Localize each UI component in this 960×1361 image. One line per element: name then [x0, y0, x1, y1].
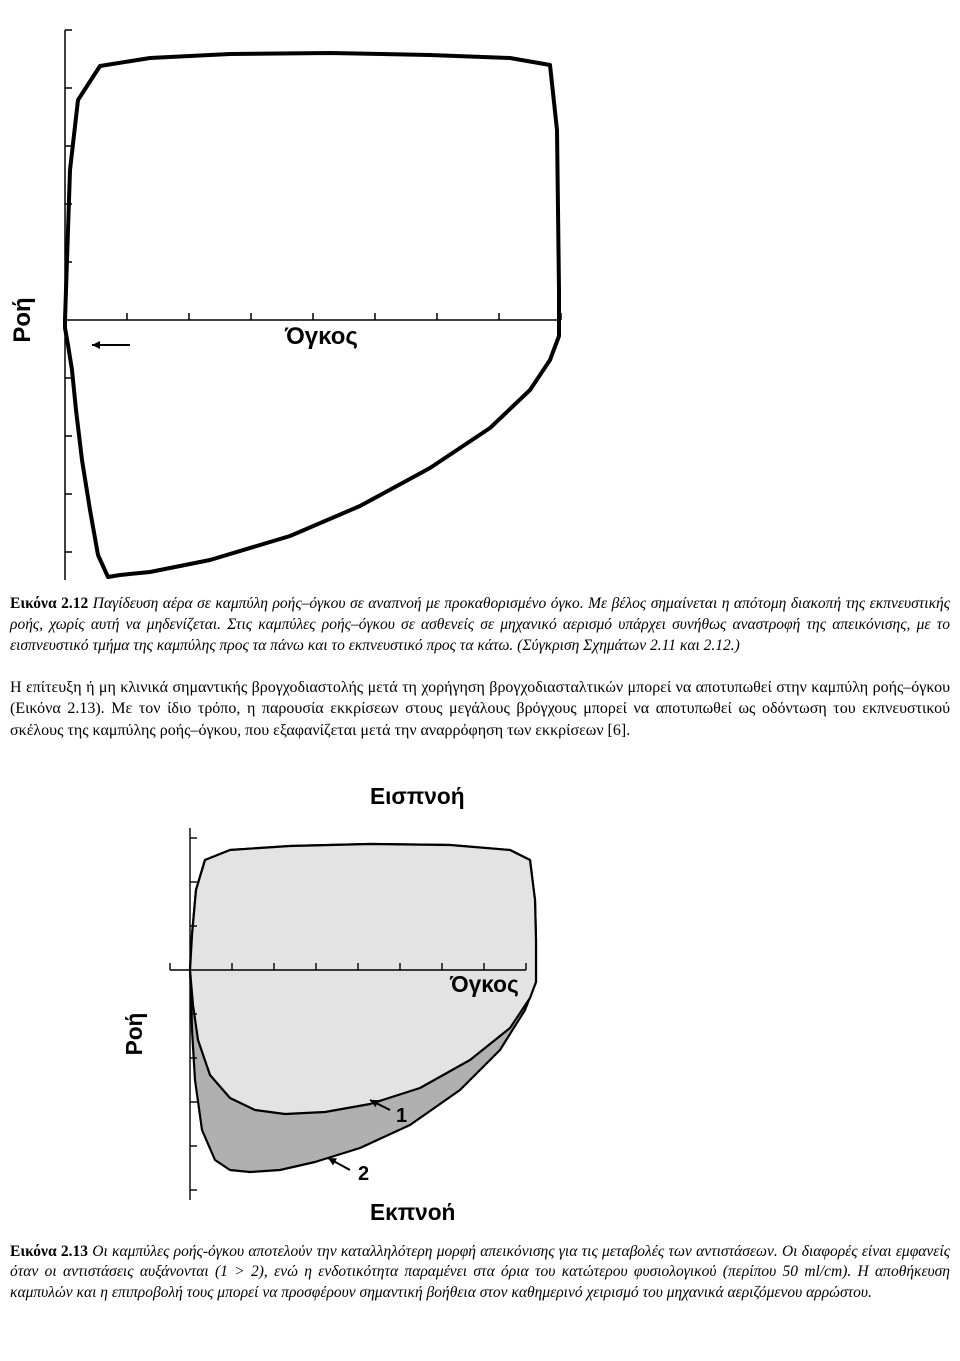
figure-2-13: 1 2 Ροή Όγκος Εισπνοή Εκπνοή: [70, 760, 950, 1220]
figure-2-13-inhale-label: Εισπνοή: [370, 783, 465, 809]
caption-2-13: Εικόνα 2.13 Οι καμπύλες ροής-όγκου αποτε…: [10, 1242, 950, 1305]
caption-2-13-lead: Εικόνα 2.13: [10, 1243, 88, 1260]
paragraph-bronchodilation: Η επίτευξη ή μη κλινικά σημαντικής βρογχ…: [10, 677, 950, 742]
figure-2-12-y-axis-label: Ροή: [10, 297, 36, 342]
caption-2-12-body: Παγίδευση αέρα σε καμπύλη ροής–όγκου σε …: [10, 595, 950, 654]
figure-2-13-exhale-label: Εκπνοή: [370, 1199, 455, 1220]
caption-2-12-lead: Εικόνα 2.12: [10, 595, 88, 612]
figure-2-12-svg: Ροή Όγκος: [10, 20, 570, 580]
figure-2-13-svg: 1 2 Ροή Όγκος Εισπνοή Εκπνοή: [70, 760, 630, 1220]
figure-2-13-marker-2: 2: [358, 1163, 369, 1185]
figure-2-13-marker-1: 1: [396, 1105, 407, 1127]
figure-2-13-x-axis-label: Όγκος: [449, 971, 519, 997]
figure-2-13-y-axis-label: Ροή: [121, 1012, 147, 1055]
figure-2-12: Ροή Όγκος: [10, 20, 950, 580]
caption-2-13-body: Οι καμπύλες ροής-όγκου αποτελούν την κατ…: [10, 1243, 950, 1302]
figure-2-12-x-axis-label: Όγκος: [284, 323, 358, 350]
caption-2-12: Εικόνα 2.12 Παγίδευση αέρα σε καμπύλη ρο…: [10, 594, 950, 657]
